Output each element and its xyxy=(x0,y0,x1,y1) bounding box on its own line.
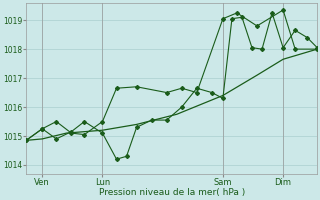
X-axis label: Pression niveau de la mer( hPa ): Pression niveau de la mer( hPa ) xyxy=(99,188,245,197)
